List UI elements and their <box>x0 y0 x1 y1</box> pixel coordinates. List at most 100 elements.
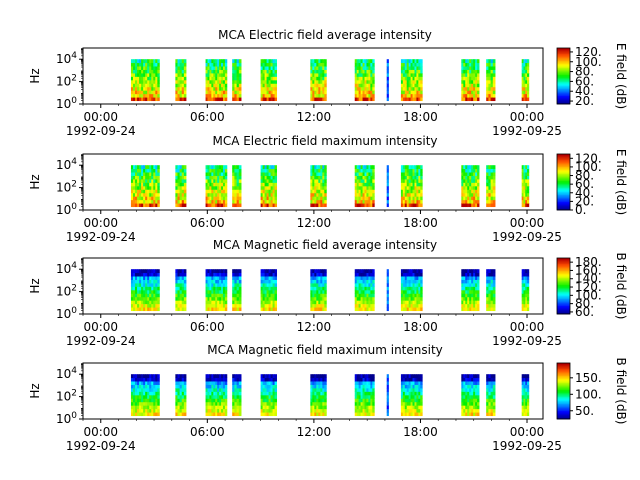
colorbar-tick-label: 100. <box>575 288 602 302</box>
heatmap-cell <box>362 196 365 201</box>
heatmap-cell <box>477 66 480 70</box>
heatmap-cell <box>402 401 406 406</box>
heatmap-cell <box>418 388 421 392</box>
heatmap-cell <box>408 165 412 170</box>
heatmap-cell <box>137 307 140 312</box>
heatmap-cell <box>467 307 470 312</box>
heatmap-cell <box>260 269 264 274</box>
heatmap-cell <box>420 185 423 190</box>
heatmap-cell <box>179 76 183 81</box>
heatmap-cell <box>370 192 373 197</box>
heatmap-cell <box>360 83 363 88</box>
panel-1: MCA Electric field average intensity1001… <box>28 28 628 138</box>
heatmap-cell <box>360 73 363 77</box>
x-tick-date-label: 1992-09-25 <box>492 334 562 348</box>
heatmap-cell <box>486 286 489 291</box>
heatmap-cell <box>143 185 146 190</box>
heatmap-cell <box>404 76 408 81</box>
heatmap-cell <box>151 391 154 396</box>
heatmap-cell <box>410 388 413 392</box>
heatmap-cell <box>151 69 154 74</box>
heatmap-cell <box>473 307 476 312</box>
x-tick-label: 00:00 <box>83 425 118 439</box>
heatmap-cell <box>406 412 410 417</box>
heatmap-cell <box>521 172 524 176</box>
heatmap-cell <box>492 203 496 208</box>
heatmap-cell <box>310 203 313 208</box>
heatmap-cell <box>137 401 140 406</box>
heatmap-cell <box>366 286 369 291</box>
heatmap-cell <box>157 189 160 194</box>
heatmap-cell <box>314 412 317 417</box>
heatmap-cell <box>177 269 181 274</box>
heatmap-cell <box>272 408 275 413</box>
heatmap-cell <box>268 307 271 312</box>
heatmap-cell <box>312 175 315 180</box>
heatmap-cell <box>467 179 470 183</box>
heatmap-cell <box>213 76 216 81</box>
heatmap-cell <box>266 182 269 187</box>
heatmap-cell <box>135 168 138 173</box>
heatmap-cell <box>145 293 148 298</box>
heatmap-cell <box>370 73 373 77</box>
heatmap-cell <box>139 175 142 180</box>
heatmap-cell <box>488 394 492 399</box>
heatmap-cell <box>155 296 158 301</box>
heatmap-cell <box>473 279 476 284</box>
heatmap-cell <box>179 293 183 298</box>
heatmap-cell <box>469 391 472 396</box>
heatmap-cell <box>236 276 240 280</box>
heatmap-cell <box>368 59 371 64</box>
heatmap-cell <box>221 289 224 294</box>
heatmap-cell <box>370 97 373 102</box>
x-tick-label: 12:00 <box>297 216 332 230</box>
heatmap-cell <box>157 203 160 208</box>
heatmap-cell <box>324 276 327 280</box>
heatmap-cell <box>362 165 365 170</box>
heatmap-cell <box>310 384 313 389</box>
heatmap-cell <box>362 405 365 410</box>
heatmap-cell <box>461 286 464 291</box>
heatmap-cell <box>322 86 325 91</box>
heatmap-cell <box>525 296 528 301</box>
heatmap-cell <box>314 73 317 77</box>
heatmap-cell <box>402 303 406 308</box>
heatmap-cell <box>232 79 235 84</box>
heatmap-cell <box>400 388 404 392</box>
heatmap-cell <box>177 203 181 208</box>
heatmap-cell <box>238 391 242 396</box>
heatmap-cell <box>527 289 530 294</box>
heatmap-cell <box>490 300 494 305</box>
heatmap-cell <box>147 283 150 287</box>
heatmap-cell <box>179 97 183 102</box>
heatmap-cell <box>408 199 412 204</box>
heatmap-cell <box>404 192 408 197</box>
x-tick-label: 06:00 <box>190 110 225 124</box>
heatmap-cell <box>147 303 150 308</box>
heatmap-cell <box>461 73 464 77</box>
heatmap-cell <box>322 300 325 305</box>
heatmap-cell <box>400 296 404 301</box>
heatmap-cell <box>132 272 136 277</box>
heatmap-cell <box>205 269 208 274</box>
heatmap-cell <box>414 293 417 298</box>
heatmap-cell <box>143 408 146 413</box>
heatmap-cell <box>215 73 218 77</box>
heatmap-cell <box>181 189 185 194</box>
heatmap-cell <box>469 90 472 95</box>
heatmap-cell <box>467 196 470 201</box>
heatmap-cell <box>316 398 319 403</box>
heatmap-cell <box>410 412 413 417</box>
heatmap-cell <box>175 59 178 64</box>
colorbar-tick-label: 20. <box>575 94 594 108</box>
heatmap-cell <box>412 381 415 385</box>
heatmap-cell <box>356 300 360 305</box>
colorbar-segment <box>557 49 570 52</box>
heatmap-cell <box>222 172 226 176</box>
heatmap-cell <box>364 79 367 84</box>
heatmap-cell <box>272 391 275 396</box>
heatmap-cell <box>175 398 178 403</box>
heatmap-cell <box>358 391 361 396</box>
heatmap-cell <box>130 381 134 385</box>
heatmap-cell <box>490 279 494 284</box>
